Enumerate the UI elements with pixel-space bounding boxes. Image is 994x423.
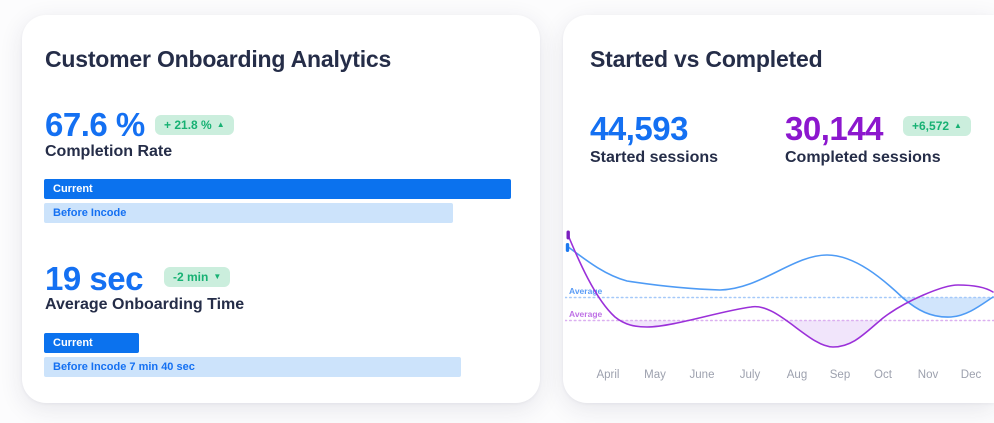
onboarding-time-label: Average Onboarding Time (45, 296, 245, 313)
card-title: Customer Onboarding Analytics (45, 46, 392, 72)
sessions-line-chart: Average Average April May June July Aug … (564, 225, 994, 395)
trend-down-icon: ▼ (213, 272, 222, 281)
completed-average-label: Average (569, 309, 603, 319)
completion-rate-value: 67.6 % (45, 106, 145, 143)
month-label: Dec (961, 369, 982, 381)
month-label: April (596, 369, 619, 381)
started-sessions-value: 44,593 (590, 110, 688, 147)
month-label: May (644, 369, 666, 381)
completed-sessions-badge: +6,572 ▲ (903, 116, 971, 136)
bar-label: Current (53, 337, 93, 349)
trend-up-icon: ▲ (216, 120, 225, 129)
started-vs-completed-card: Started vs Completed 44,593 Started sess… (563, 15, 994, 403)
completion-rate-label: Completion Rate (45, 143, 173, 160)
started-sessions-line (566, 245, 994, 318)
onboarding-time-badge: -2 min ▼ (164, 267, 231, 287)
badge-text: -2 min (173, 270, 209, 284)
month-label: Aug (787, 369, 807, 381)
started-average-label: Average (569, 286, 603, 296)
card-title: Started vs Completed (590, 46, 823, 72)
started-below-average-fill (567, 297, 993, 318)
bar-label: Current (53, 183, 93, 195)
trend-up-icon: ▲ (954, 121, 962, 130)
completion-bar-current: Current (44, 179, 511, 199)
badge-text: +6,572 (912, 119, 950, 133)
bar-label: Before Incode 7 min 40 sec (53, 361, 195, 373)
month-label: July (740, 369, 761, 381)
started-line-start-marker (565, 243, 570, 252)
time-bar-before-incode: Before Incode 7 min 40 sec (44, 357, 461, 377)
started-sessions-label: Started sessions (590, 149, 719, 166)
month-label: Nov (918, 369, 939, 381)
customer-onboarding-card: Customer Onboarding Analytics 67.6 % + 2… (22, 15, 540, 403)
completed-sessions-line (567, 234, 994, 348)
sessions-line-chart-svg: Average Average April May June July Aug … (564, 230, 994, 381)
completed-sessions-label: Completed sessions (785, 149, 941, 166)
badge-text: + 21.8 % (164, 118, 212, 132)
month-label: June (690, 369, 715, 381)
completed-sessions-value: 30,144 (785, 110, 883, 147)
completed-line-start-marker (566, 230, 570, 240)
time-bar-current: Current (44, 333, 139, 353)
bar-label: Before Incode (53, 207, 127, 219)
completion-rate-badge: + 21.8 % ▲ (155, 115, 234, 135)
month-label: Sep (830, 369, 850, 381)
onboarding-time-value: 19 sec (45, 260, 143, 297)
month-label: Oct (874, 369, 893, 381)
completed-below-average-fill (568, 320, 993, 347)
completion-bar-before-incode: Before Incode (44, 203, 453, 223)
